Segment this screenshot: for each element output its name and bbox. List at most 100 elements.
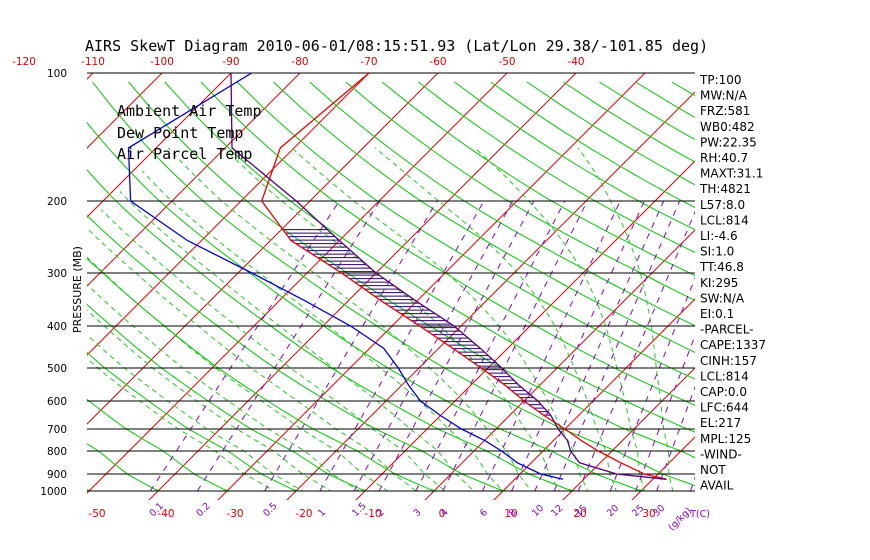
dry-adiabat-line [87,121,671,492]
moist-adiabat-line [87,334,324,492]
bottom-temperature-tick-label: -30 [226,508,243,520]
stability-index: LCL:814 [700,369,749,383]
dry-adiabat-line [87,398,251,492]
moist-adiabat-line [167,147,545,492]
mixing-ratio-line [534,200,665,492]
isotherm-line [87,73,370,356]
mixing-ratio-tick-label: 0.2 [194,501,212,519]
isotherm-line [87,73,439,425]
mixing-ratio-line [196,200,381,492]
dry-adiabat-line [853,82,870,491]
stability-index: MAXT:31.1 [700,167,763,181]
stability-index: AVAIL [700,479,734,493]
mixing-ratio-tick-label: 3 [412,507,424,519]
temperature-line [260,73,667,480]
pressure-tick-label: 200 [47,196,67,208]
legend: Ambient Air Temp Dew Point Temp Air Parc… [117,102,262,163]
dewpoint-line [127,73,564,480]
mixing-ratio-line [553,200,681,492]
legend-dew-point-temp: Dew Point Temp [117,124,243,142]
mixing-ratio-line [656,385,695,492]
stability-index: TP:100 [699,73,742,87]
isotherm-line [87,73,232,218]
dry-adiabat-line [381,81,695,277]
top-temperature-tick-label: -120 [12,56,36,68]
mixing-ratio-tick-label: 12 [549,503,565,519]
moist-adiabat-line [474,147,655,492]
top-temperature-tick-label: -80 [291,56,308,68]
mixing-ratio-line [264,200,438,492]
dry-adiabat-line [273,81,695,354]
mixing-ratio-line [609,276,695,492]
stability-index: EI:0.1 [700,307,734,321]
pressure-tick-label: 600 [47,396,67,408]
dry-adiabat-line [526,81,695,186]
isotherm-line [0,43,54,530]
isotherm-line [631,436,695,500]
dry-adiabat-line [87,169,601,492]
legend-ambient-air-temp: Ambient Air Temp [117,102,262,120]
moist-adiabat-line [100,209,462,492]
dry-adiabat-line [781,82,870,491]
pressure-tick-label: 300 [47,268,67,280]
isotherm-line [217,73,646,500]
parcel-line [230,73,667,480]
isotherm-line [148,73,577,500]
mixing-ratio-line [319,200,485,492]
dry-adiabat-line [817,82,870,491]
stability-index: TH:4821 [699,182,751,196]
moist-adiabat-line [87,309,352,492]
stability-index: EL:217 [700,416,741,430]
isotherm-line [493,298,695,500]
isobars [87,72,695,492]
stability-index: TT:46.8 [699,260,744,274]
top-temperature-tick-label: -60 [429,56,446,68]
stability-index: CAPE:1337 [700,338,766,352]
pressure-tick-label: 1000 [40,486,67,498]
dry-adiabat-line [417,81,695,253]
dry-adiabat-line [128,81,695,459]
stability-index: LFC:644 [700,401,749,415]
isotherm-line [424,229,695,500]
stability-index: SI:1.0 [700,245,734,259]
stability-index: MPL:125 [700,432,751,446]
top-temperature-tick-label: -40 [567,56,584,68]
mixing-ratio-line [511,200,645,492]
isotherm-line [355,160,695,500]
stability-index: RH:40.7 [700,151,748,165]
stability-index: -WIND- [700,447,742,461]
dry-adiabat-line [490,81,695,209]
bottom-temperature-tick-label: -20 [295,508,312,520]
mixing-ratio-tick-label: 0.5 [261,501,279,519]
legend-air-parcel-temp: Air Parcel Temp [117,145,252,163]
pressure-tick-label: 800 [47,446,67,458]
stability-index: SW:N/A [700,291,745,305]
dry-adiabat-line [87,303,391,492]
mixing-ratio-line [577,210,695,492]
dry-adiabat-line [164,81,695,433]
bottom-temperature-tick-label: 20 [573,508,586,520]
profiles [127,73,667,480]
stability-index: MW:N/A [700,89,748,103]
mixing-ratio-tick-label: 1 [316,507,328,519]
top-temperature-tick-label: -100 [150,56,174,68]
stability-index: CINH:157 [700,354,757,368]
bottom-temperature-tick-label: 30 [642,508,655,520]
pressure-tick-label: 500 [47,363,67,375]
mixing-ratio-tick-label: 10 [530,503,546,519]
isotherm-line [87,73,301,287]
bottom-temperature-tick-label: -40 [157,508,174,520]
stability-index: -PARCEL- [700,323,754,337]
mixing-ratio-line [149,200,340,492]
isotherm-line [562,367,695,500]
mixing-ratio-tick-label: 6 [478,507,490,519]
dry-adiabat-line [236,81,695,380]
bottom-temperature-tick-label: 10 [504,508,517,520]
moist-adiabat-line [374,147,628,492]
stability-index: CAP:0.0 [700,385,747,399]
dry-adiabat-line [87,351,321,492]
stability-index: PW:22.35 [700,135,757,149]
cape-hatching [282,229,551,416]
pressure-tick-label: 100 [47,68,67,80]
